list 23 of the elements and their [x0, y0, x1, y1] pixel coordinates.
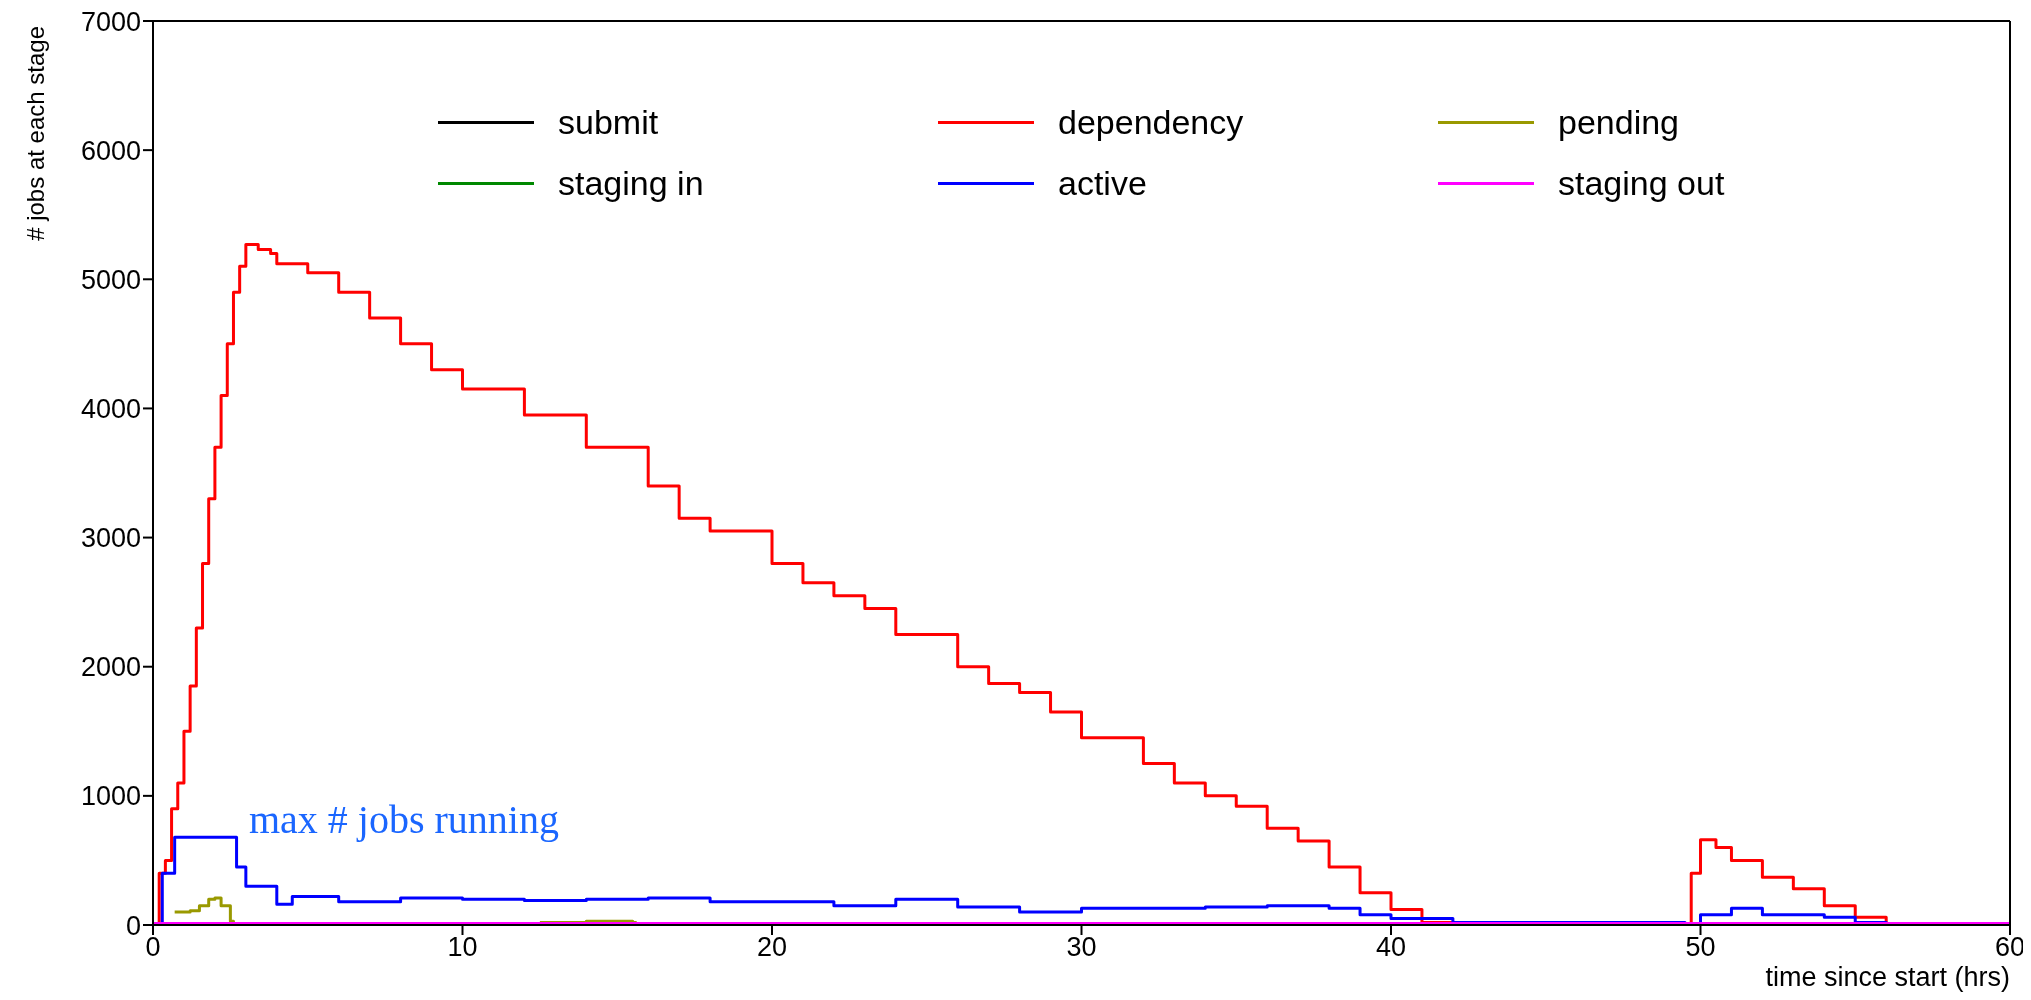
y-tick-label: 3000: [80, 523, 141, 554]
y-tick-label: 1000: [80, 781, 141, 812]
y-tick-label: 7000: [80, 6, 141, 37]
x-tick-label: 30: [1066, 932, 1097, 963]
x-tick-label: 0: [145, 932, 161, 963]
legend-label: staging in: [558, 164, 704, 203]
y-tick-label: 6000: [80, 135, 141, 166]
y-tick-label: 0: [125, 910, 141, 941]
legend-label: pending: [1558, 103, 1680, 142]
x-tick-label: 20: [756, 932, 788, 963]
legend-label: active: [1058, 164, 1147, 203]
x-axis-title: time since start (hrs): [1765, 962, 2010, 992]
y-axis-title: # jobs at each stage: [22, 26, 49, 241]
y-tick-label: 4000: [80, 394, 141, 425]
legend-label: submit: [558, 103, 659, 142]
annotation: max # jobs running: [249, 796, 559, 843]
y-tick-label: 2000: [80, 652, 141, 683]
legend-label: staging out: [1558, 164, 1725, 203]
y-tick-label: 5000: [80, 264, 141, 295]
x-tick-label: 10: [447, 932, 478, 963]
x-tick-label: 50: [1685, 932, 1716, 963]
x-tick-label: 40: [1375, 932, 1407, 963]
legend-label: dependency: [1058, 103, 1244, 142]
